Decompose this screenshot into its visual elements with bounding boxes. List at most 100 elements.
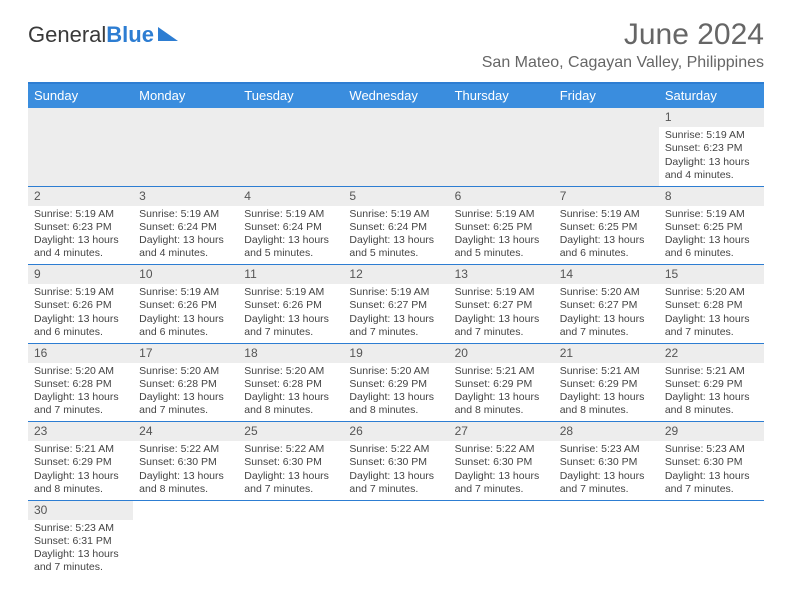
daylight-text: and 7 minutes.: [244, 326, 337, 339]
empty-cell: [28, 108, 133, 187]
daylight-text: Daylight: 13 hours: [34, 313, 127, 326]
day-number: 13: [449, 265, 554, 284]
sunrise-text: Sunrise: 5:23 AM: [560, 443, 653, 456]
sunset-text: Sunset: 6:29 PM: [34, 456, 127, 469]
sunrise-text: Sunrise: 5:19 AM: [139, 208, 232, 221]
sunrise-text: Sunrise: 5:21 AM: [34, 443, 127, 456]
sunrise-text: Sunrise: 5:19 AM: [139, 286, 232, 299]
day-cell: 20Sunrise: 5:21 AMSunset: 6:29 PMDayligh…: [449, 344, 554, 423]
day-cell: 29Sunrise: 5:23 AMSunset: 6:30 PMDayligh…: [659, 422, 764, 501]
daylight-text: and 8 minutes.: [139, 483, 232, 496]
day-details: Sunrise: 5:19 AMSunset: 6:25 PMDaylight:…: [554, 206, 659, 265]
day-details: Sunrise: 5:20 AMSunset: 6:28 PMDaylight:…: [28, 363, 133, 422]
logo-word-2: Blue: [106, 22, 154, 47]
daylight-text: and 7 minutes.: [139, 404, 232, 417]
day-cell: 9 Sunrise: 5:19 AMSunset: 6:26 PMDaylight…: [28, 265, 133, 344]
weekday-header: Tuesday: [238, 84, 343, 108]
day-number: 20: [449, 344, 554, 363]
day-number: 27: [449, 422, 554, 441]
sunrise-text: Sunrise: 5:19 AM: [34, 286, 127, 299]
logo-word-1: General: [28, 22, 106, 47]
day-details: Sunrise: 5:20 AMSunset: 6:28 PMDaylight:…: [238, 363, 343, 422]
day-number: 26: [343, 422, 448, 441]
sunset-text: Sunset: 6:28 PM: [34, 378, 127, 391]
day-details: Sunrise: 5:20 AMSunset: 6:27 PMDaylight:…: [554, 284, 659, 343]
empty-cell: [449, 108, 554, 187]
daylight-text: Daylight: 13 hours: [244, 234, 337, 247]
day-details: Sunrise: 5:19 AMSunset: 6:27 PMDaylight:…: [449, 284, 554, 343]
sunrise-text: Sunrise: 5:23 AM: [665, 443, 758, 456]
weekday-header: Monday: [133, 84, 238, 108]
daylight-text: and 5 minutes.: [349, 247, 442, 260]
sunset-text: Sunset: 6:27 PM: [455, 299, 548, 312]
daylight-text: Daylight: 13 hours: [665, 470, 758, 483]
sunset-text: Sunset: 6:28 PM: [244, 378, 337, 391]
day-details: Sunrise: 5:19 AMSunset: 6:26 PMDaylight:…: [238, 284, 343, 343]
daylight-text: Daylight: 13 hours: [455, 391, 548, 404]
daylight-text: Daylight: 13 hours: [244, 313, 337, 326]
day-details: Sunrise: 5:23 AMSunset: 6:31 PMDaylight:…: [28, 520, 133, 579]
daylight-text: Daylight: 13 hours: [349, 313, 442, 326]
empty-cell: [238, 108, 343, 187]
daylight-text: and 7 minutes.: [349, 483, 442, 496]
daylight-text: Daylight: 13 hours: [560, 313, 653, 326]
sunset-text: Sunset: 6:30 PM: [455, 456, 548, 469]
daylight-text: and 8 minutes.: [349, 404, 442, 417]
day-cell: 23Sunrise: 5:21 AMSunset: 6:29 PMDayligh…: [28, 422, 133, 501]
day-details: Sunrise: 5:21 AMSunset: 6:29 PMDaylight:…: [28, 441, 133, 500]
day-details: Sunrise: 5:19 AMSunset: 6:27 PMDaylight:…: [343, 284, 448, 343]
daylight-text: Daylight: 13 hours: [139, 234, 232, 247]
day-number: 14: [554, 265, 659, 284]
sunrise-text: Sunrise: 5:19 AM: [665, 129, 758, 142]
sunrise-text: Sunrise: 5:19 AM: [455, 208, 548, 221]
sunset-text: Sunset: 6:23 PM: [665, 142, 758, 155]
weekday-header: Wednesday: [343, 84, 448, 108]
day-number: 29: [659, 422, 764, 441]
day-cell: 11Sunrise: 5:19 AMSunset: 6:26 PMDayligh…: [238, 265, 343, 344]
sunset-text: Sunset: 6:30 PM: [560, 456, 653, 469]
day-details: Sunrise: 5:19 AMSunset: 6:23 PMDaylight:…: [28, 206, 133, 265]
sunset-text: Sunset: 6:29 PM: [455, 378, 548, 391]
daylight-text: Daylight: 13 hours: [665, 313, 758, 326]
day-number: 24: [133, 422, 238, 441]
sail-icon: [158, 27, 178, 41]
sunset-text: Sunset: 6:26 PM: [139, 299, 232, 312]
title-block: June 2024 San Mateo, Cagayan Valley, Phi…: [482, 18, 764, 72]
day-details: Sunrise: 5:22 AMSunset: 6:30 PMDaylight:…: [238, 441, 343, 500]
sunrise-text: Sunrise: 5:19 AM: [244, 208, 337, 221]
sunset-text: Sunset: 6:26 PM: [34, 299, 127, 312]
sunset-text: Sunset: 6:24 PM: [349, 221, 442, 234]
day-cell: 12Sunrise: 5:19 AMSunset: 6:27 PMDayligh…: [343, 265, 448, 344]
daylight-text: Daylight: 13 hours: [34, 548, 127, 561]
sunset-text: Sunset: 6:30 PM: [244, 456, 337, 469]
daylight-text: Daylight: 13 hours: [560, 234, 653, 247]
daylight-text: and 8 minutes.: [244, 404, 337, 417]
sunset-text: Sunset: 6:27 PM: [349, 299, 442, 312]
daylight-text: and 5 minutes.: [455, 247, 548, 260]
day-number: 16: [28, 344, 133, 363]
daylight-text: and 7 minutes.: [560, 326, 653, 339]
daylight-text: and 7 minutes.: [244, 483, 337, 496]
daylight-text: and 6 minutes.: [139, 326, 232, 339]
daylight-text: Daylight: 13 hours: [244, 391, 337, 404]
logo: GeneralBlue: [28, 24, 178, 46]
day-cell: 14Sunrise: 5:20 AMSunset: 6:27 PMDayligh…: [554, 265, 659, 344]
day-details: Sunrise: 5:23 AMSunset: 6:30 PMDaylight:…: [554, 441, 659, 500]
day-number: 19: [343, 344, 448, 363]
day-cell: 3Sunrise: 5:19 AMSunset: 6:24 PMDaylight…: [133, 187, 238, 266]
day-number: 9: [28, 265, 133, 284]
sunrise-text: Sunrise: 5:20 AM: [349, 365, 442, 378]
day-cell: 30Sunrise: 5:23 AMSunset: 6:31 PMDayligh…: [28, 501, 133, 579]
sunset-text: Sunset: 6:23 PM: [34, 221, 127, 234]
day-number: 7: [554, 187, 659, 206]
day-details: Sunrise: 5:19 AMSunset: 6:24 PMDaylight:…: [133, 206, 238, 265]
day-cell: 27Sunrise: 5:22 AMSunset: 6:30 PMDayligh…: [449, 422, 554, 501]
daylight-text: and 8 minutes.: [665, 404, 758, 417]
calendar-title: June 2024: [482, 18, 764, 52]
sunset-text: Sunset: 6:28 PM: [665, 299, 758, 312]
day-cell: 8Sunrise: 5:19 AMSunset: 6:25 PMDaylight…: [659, 187, 764, 266]
daylight-text: Daylight: 13 hours: [665, 391, 758, 404]
weekday-header: Sunday: [28, 84, 133, 108]
day-cell: 24Sunrise: 5:22 AMSunset: 6:30 PMDayligh…: [133, 422, 238, 501]
day-number: 4: [238, 187, 343, 206]
